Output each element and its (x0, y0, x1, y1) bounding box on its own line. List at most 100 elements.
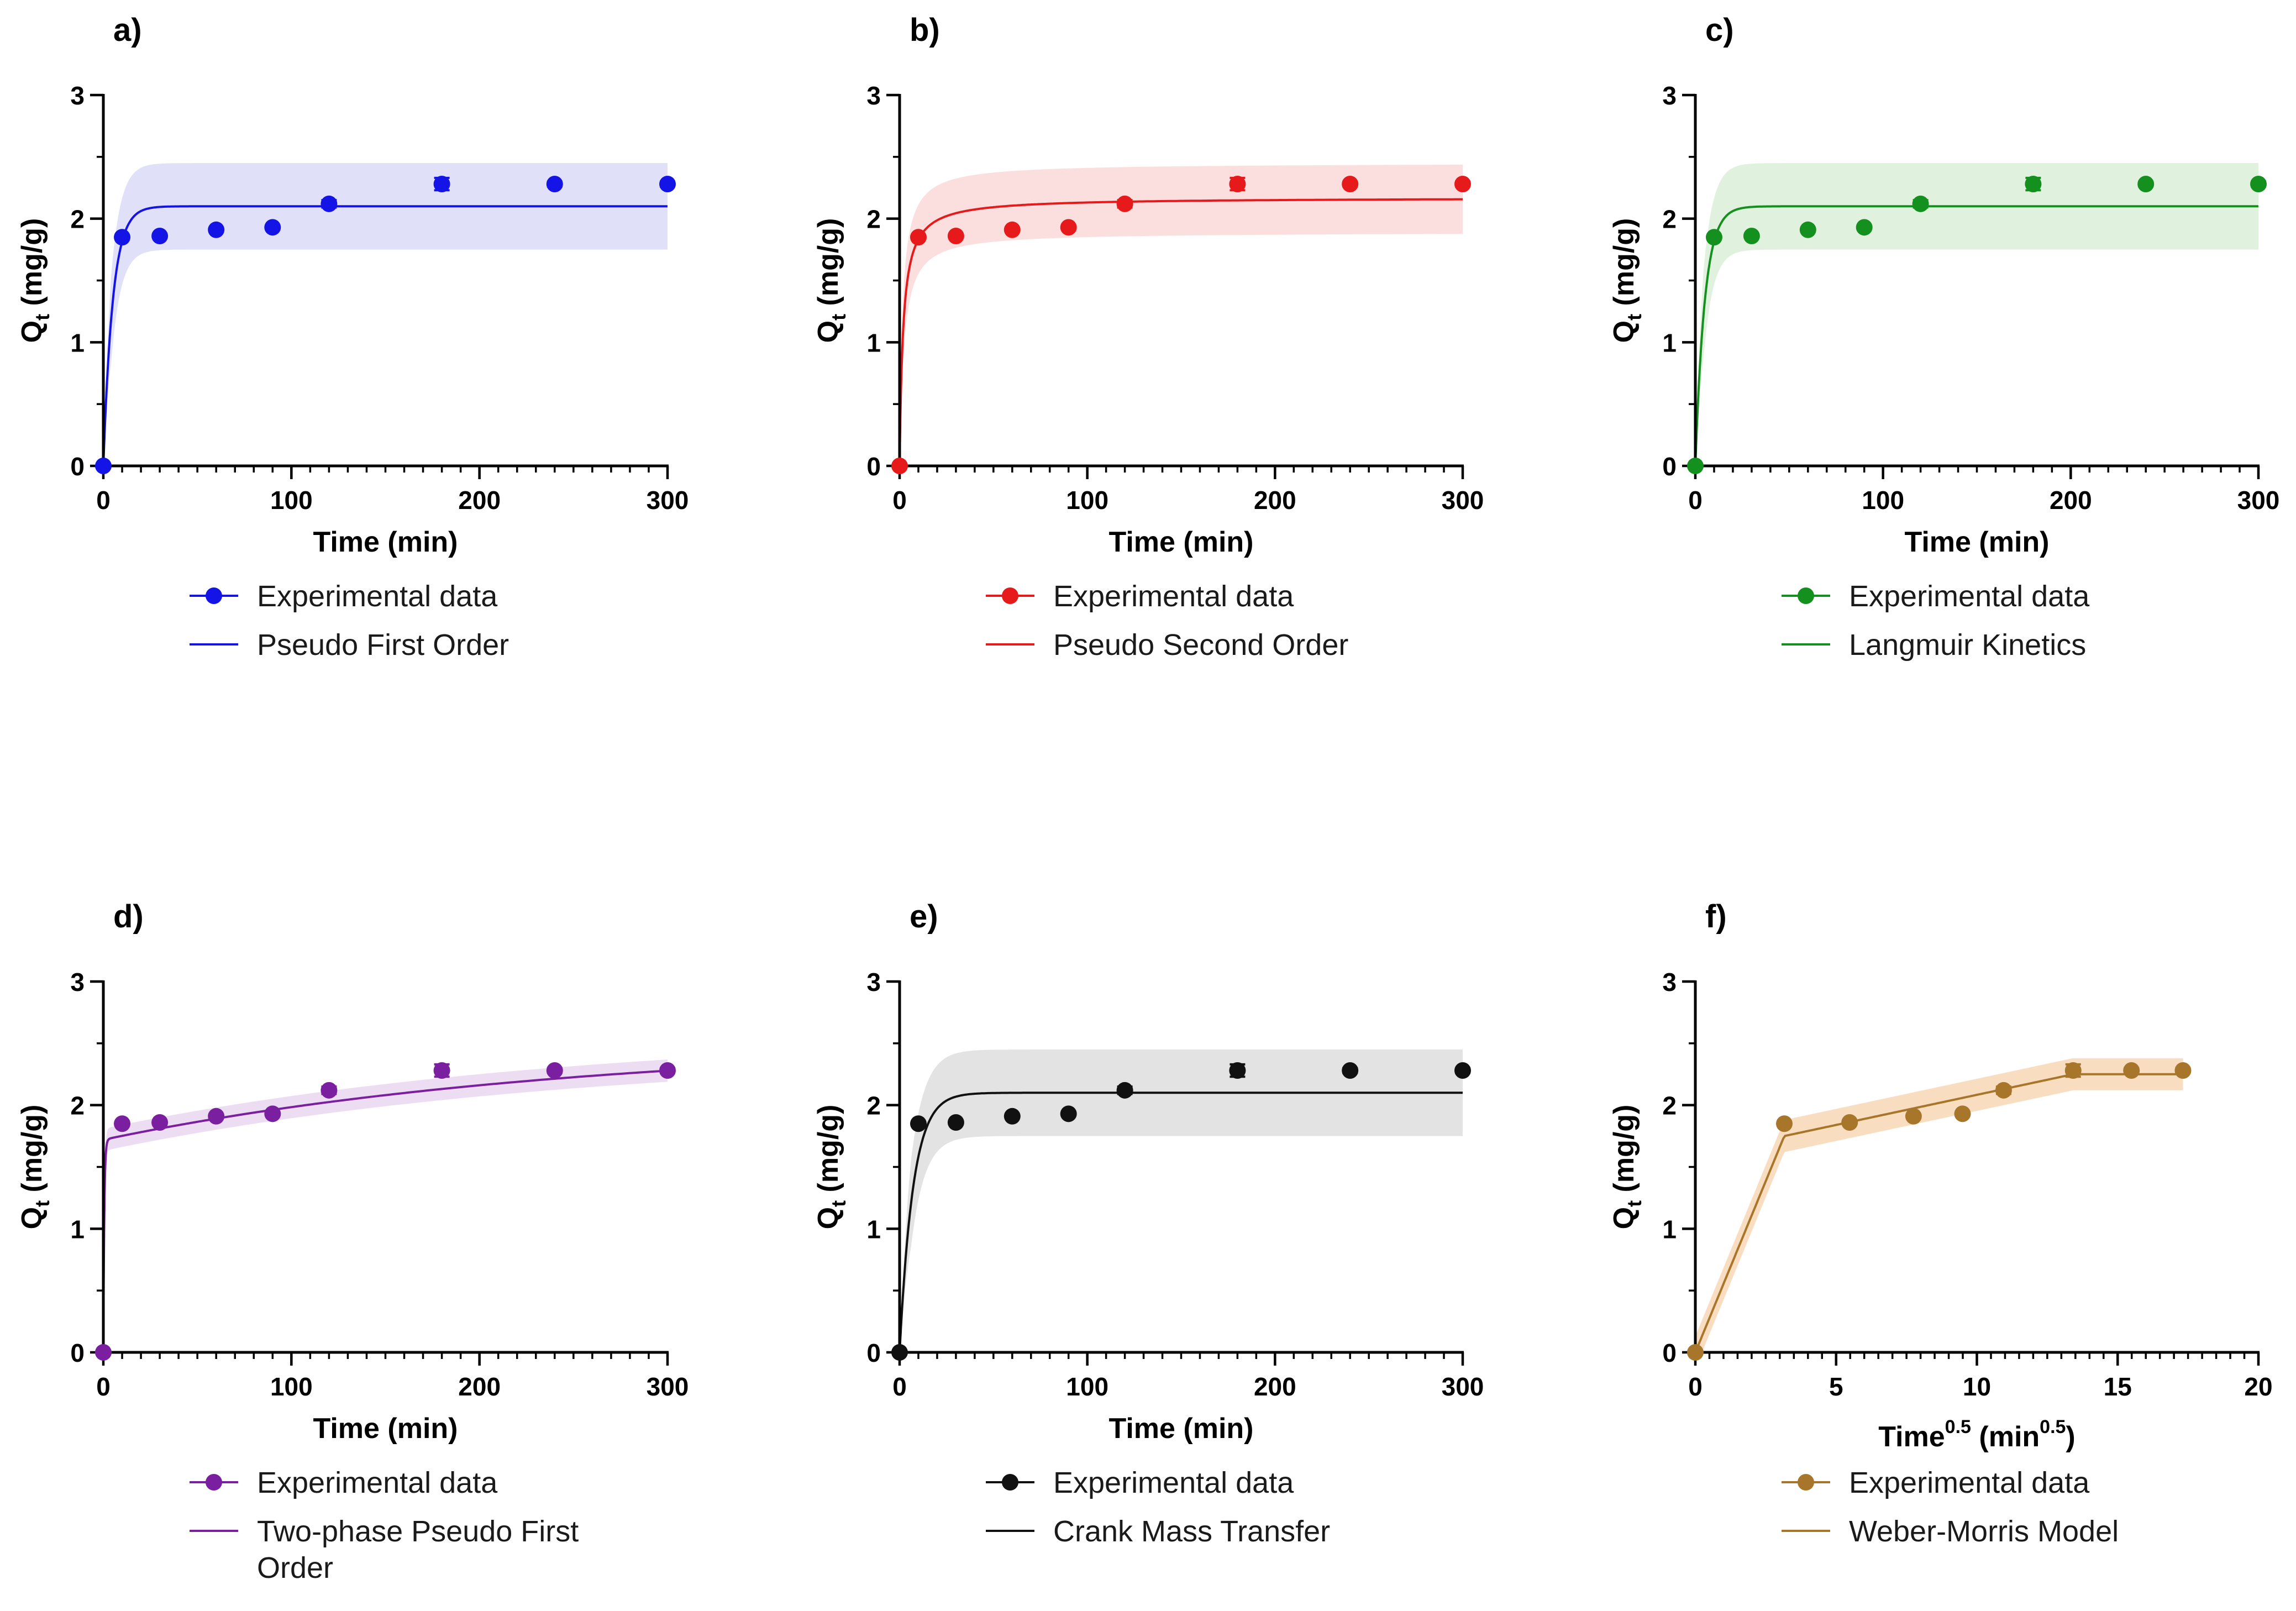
data-point (1776, 1115, 1793, 1132)
legend-marker-dot (206, 587, 222, 604)
x-tick-label: 5 (1829, 1372, 1843, 1401)
data-point (910, 229, 927, 246)
legend: Experimental data Crank Mass Transfer (986, 1466, 1330, 1548)
fit-curve (102, 1069, 668, 1352)
confidence-band (900, 1049, 1463, 1352)
data-point (208, 1108, 225, 1125)
legend-label-experimental: Experimental data (257, 580, 498, 613)
data-point (2025, 176, 2042, 193)
y-tick-label: 2 (866, 1092, 881, 1120)
legend-label-model-cont: Order (257, 1551, 333, 1584)
legend-label-experimental: Experimental data (1053, 580, 1294, 613)
x-tick-label: 200 (1254, 486, 1296, 515)
data-point (433, 176, 450, 193)
fit-curve (102, 205, 668, 466)
x-tick-label: 300 (647, 486, 689, 515)
data-point (546, 176, 563, 193)
data-point (1342, 176, 1359, 193)
data-point (659, 1062, 676, 1079)
legend-marker-dot (1002, 587, 1018, 604)
y-tick-label: 2 (1662, 205, 1677, 234)
data-point (910, 1115, 927, 1132)
y-tick-label: 3 (1662, 81, 1677, 110)
legend-label-model: Langmuir Kinetics (1849, 628, 2086, 662)
y-axis-title: Qt (mg/g) (1608, 1105, 1646, 1230)
x-axis-title: Time (min) (1905, 526, 2050, 558)
data-point (1905, 1108, 1922, 1125)
data-point (1060, 219, 1077, 236)
panel-letter: d) (113, 899, 144, 935)
y-tick-label: 1 (70, 1215, 85, 1243)
legend-label-model: Weber-Morris Model (1849, 1515, 2119, 1548)
fit-curve (899, 1092, 1463, 1352)
y-tick-label: 1 (866, 1215, 881, 1243)
panel-letter: b) (910, 12, 940, 48)
y-tick-label: 0 (866, 452, 881, 481)
data-point (1856, 219, 1873, 236)
y-axis-title: Qt (mg/g) (16, 218, 54, 343)
data-point (1060, 1105, 1077, 1122)
legend-marker-dot (206, 1474, 222, 1491)
x-axis-title: Time (min) (313, 526, 458, 558)
x-tick-label: 0 (96, 486, 111, 515)
y-axis-title: Qt (mg/g) (16, 1105, 54, 1230)
legend: Experimental data Two-phase Pseudo FirstO… (190, 1466, 579, 1584)
x-tick-label: 300 (1442, 486, 1484, 515)
y-tick-label: 2 (866, 205, 881, 234)
chart-panel-5: 0 100 200 300 0 1 2 3 e) Time (min) Qt (mg/g) Exper… (812, 899, 1484, 1548)
data-point (1003, 221, 1021, 238)
x-tick-label: 200 (1254, 1372, 1296, 1401)
data-point (891, 1344, 908, 1361)
x-tick-label: 10 (1963, 1372, 1991, 1401)
data-point (208, 221, 225, 238)
legend-label-model: Two-phase Pseudo First (257, 1515, 579, 1548)
legend-marker-dot (1798, 587, 1814, 604)
legend-marker-dot (1002, 1474, 1018, 1491)
legend-label-experimental: Experimental data (257, 1466, 498, 1499)
x-tick-label: 100 (1862, 486, 1904, 515)
x-tick-label: 0 (1688, 1372, 1703, 1401)
data-point (264, 219, 281, 236)
data-point (2250, 176, 2267, 193)
chart-panel-6: 0 5 10 15 20 0 1 2 3 f) Time0.5 (min0.5) Qt (mg/g) E… (1608, 899, 2273, 1548)
x-tick-label: 100 (1066, 486, 1108, 515)
data-point (546, 1062, 563, 1079)
data-point (321, 1082, 338, 1099)
x-tick-label: 200 (458, 1372, 501, 1401)
confidence-band (103, 163, 668, 466)
y-tick-label: 0 (70, 452, 85, 481)
data-point (151, 227, 169, 244)
panel-letter: f) (1705, 899, 1727, 935)
data-point (114, 229, 131, 246)
data-point (947, 1114, 964, 1131)
data-point (433, 1062, 450, 1079)
x-axis-title: Time (min) (1109, 526, 1254, 558)
legend: Experimental data Pseudo First Order (190, 580, 509, 662)
data-point (1454, 176, 1471, 193)
legend-label-experimental: Experimental data (1849, 1466, 2090, 1499)
y-axis-title: Qt (mg/g) (812, 1105, 850, 1230)
data-point (151, 1114, 169, 1131)
data-point (891, 458, 908, 474)
x-axis-title: Time0.5 (min0.5) (1878, 1416, 2076, 1453)
x-axis-title: Time (min) (313, 1413, 458, 1445)
data-point (947, 227, 964, 244)
data-point (1954, 1105, 1971, 1122)
x-tick-label: 200 (2050, 486, 2092, 515)
data-point (1342, 1062, 1359, 1079)
data-point (1912, 195, 1929, 212)
panel-letter: a) (113, 12, 142, 48)
x-tick-label: 300 (647, 1372, 689, 1401)
data-point (2137, 176, 2155, 193)
y-tick-label: 0 (70, 1339, 85, 1367)
legend-marker-dot (1798, 1474, 1814, 1491)
y-tick-label: 3 (1662, 968, 1677, 996)
x-tick-label: 100 (270, 1372, 313, 1401)
confidence-band (103, 1059, 668, 1352)
y-axis-title: Qt (mg/g) (812, 218, 850, 343)
y-tick-label: 2 (70, 1092, 85, 1120)
data-point (1743, 227, 1760, 244)
x-tick-label: 100 (270, 486, 313, 515)
y-tick-label: 0 (866, 1339, 881, 1367)
